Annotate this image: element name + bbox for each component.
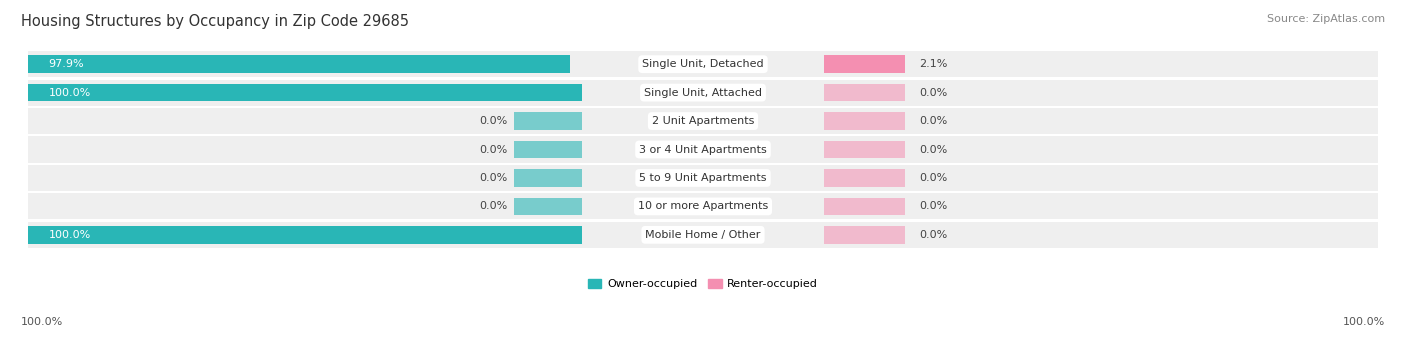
- Text: 2.1%: 2.1%: [920, 59, 948, 69]
- Bar: [28, 84, 582, 101]
- Bar: [515, 141, 582, 158]
- Bar: [28, 165, 1378, 191]
- Text: 97.9%: 97.9%: [49, 59, 84, 69]
- Bar: [824, 141, 905, 158]
- Bar: [515, 197, 582, 215]
- Bar: [28, 55, 569, 73]
- Text: 100.0%: 100.0%: [1343, 317, 1385, 327]
- Bar: [824, 112, 905, 130]
- Bar: [824, 84, 905, 101]
- Text: Source: ZipAtlas.com: Source: ZipAtlas.com: [1267, 14, 1385, 24]
- Bar: [28, 222, 1378, 248]
- Bar: [515, 169, 582, 187]
- Legend: Owner-occupied, Renter-occupied: Owner-occupied, Renter-occupied: [583, 274, 823, 294]
- Bar: [824, 197, 905, 215]
- Text: 0.0%: 0.0%: [920, 230, 948, 240]
- Text: 0.0%: 0.0%: [920, 88, 948, 98]
- Text: 0.0%: 0.0%: [920, 116, 948, 126]
- Bar: [28, 51, 1378, 77]
- Bar: [515, 112, 582, 130]
- Text: 5 to 9 Unit Apartments: 5 to 9 Unit Apartments: [640, 173, 766, 183]
- Bar: [28, 108, 1378, 134]
- Text: 100.0%: 100.0%: [49, 230, 91, 240]
- Text: 100.0%: 100.0%: [49, 88, 91, 98]
- Text: 0.0%: 0.0%: [479, 173, 508, 183]
- Text: Housing Structures by Occupancy in Zip Code 29685: Housing Structures by Occupancy in Zip C…: [21, 14, 409, 29]
- Bar: [28, 193, 1378, 220]
- Text: 10 or more Apartments: 10 or more Apartments: [638, 202, 768, 211]
- Bar: [824, 55, 905, 73]
- Text: 100.0%: 100.0%: [21, 317, 63, 327]
- Text: 2 Unit Apartments: 2 Unit Apartments: [652, 116, 754, 126]
- Text: Single Unit, Attached: Single Unit, Attached: [644, 88, 762, 98]
- Bar: [824, 169, 905, 187]
- Text: 0.0%: 0.0%: [920, 145, 948, 154]
- Text: 0.0%: 0.0%: [920, 202, 948, 211]
- Text: 0.0%: 0.0%: [479, 202, 508, 211]
- Bar: [28, 226, 582, 244]
- Text: 0.0%: 0.0%: [920, 173, 948, 183]
- Bar: [28, 79, 1378, 106]
- Text: Mobile Home / Other: Mobile Home / Other: [645, 230, 761, 240]
- Text: 0.0%: 0.0%: [479, 145, 508, 154]
- Text: 3 or 4 Unit Apartments: 3 or 4 Unit Apartments: [640, 145, 766, 154]
- Text: Single Unit, Detached: Single Unit, Detached: [643, 59, 763, 69]
- Bar: [824, 226, 905, 244]
- Bar: [28, 136, 1378, 163]
- Text: 0.0%: 0.0%: [479, 116, 508, 126]
